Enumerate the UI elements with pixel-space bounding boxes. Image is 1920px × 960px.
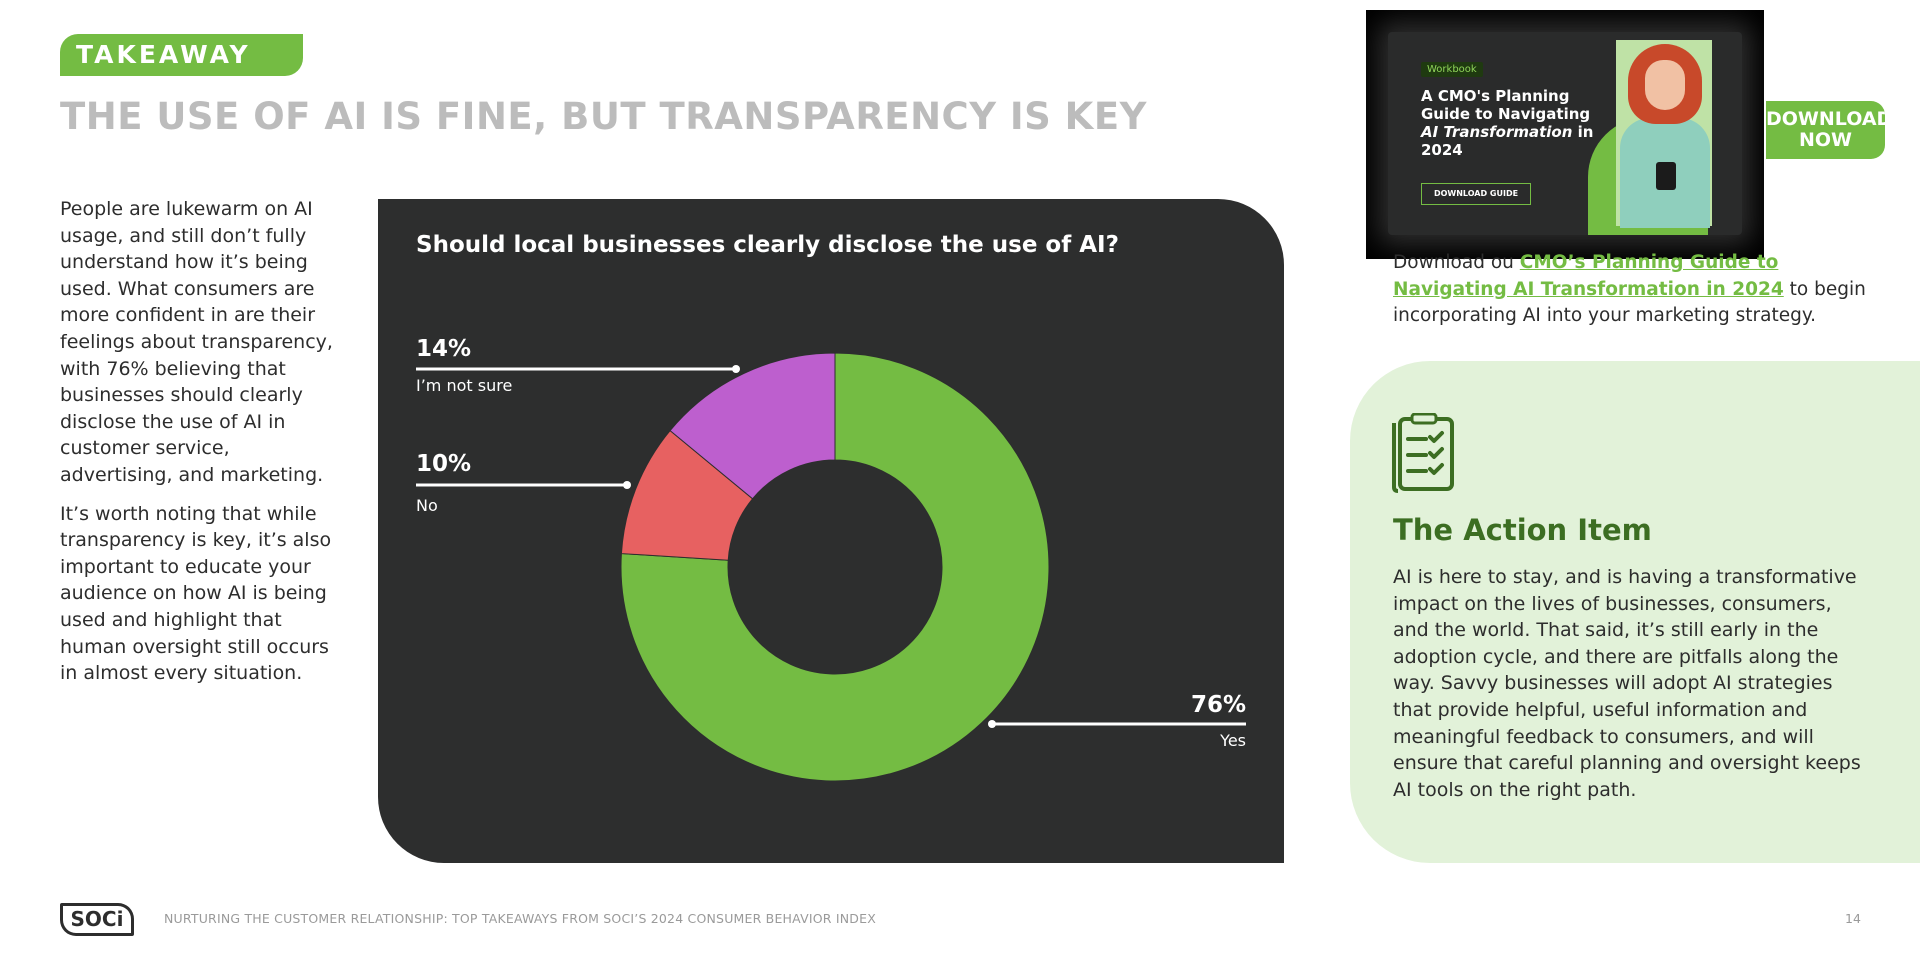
guide-promo-thumbnail[interactable]: Workbook A CMO's Planning Guide to Navig… — [1366, 10, 1764, 259]
slice-value-no: 10% — [416, 451, 471, 477]
callout-not-sure: 14% I’m not sure — [416, 336, 740, 395]
intro-text: People are lukewarm on AI usage, and sti… — [60, 196, 340, 699]
callout-dot-not-sure — [732, 365, 740, 373]
callout-dot-no — [623, 481, 631, 489]
slice-label-no: No — [416, 496, 438, 515]
download-description: Download ou CMO’s Planning Guide to Navi… — [1393, 250, 1873, 330]
woman-face — [1645, 60, 1685, 110]
callout-yes: 76% Yes — [988, 692, 1246, 750]
page-number: 14 — [1845, 911, 1861, 926]
promo-headline-3: in 2024 — [1421, 123, 1594, 159]
guide-link[interactable]: CMO’s Planning Guide to Navigating AI Tr… — [1393, 252, 1784, 300]
action-item-panel: The Action Item AI is here to stay, and … — [1350, 361, 1920, 863]
download-guide-button[interactable]: DOWNLOAD GUIDE — [1421, 183, 1531, 205]
slice-label-not-sure: I’m not sure — [416, 376, 512, 395]
action-item-title: The Action Item — [1393, 513, 1652, 547]
guide-cover: Workbook A CMO's Planning Guide to Navig… — [1388, 32, 1742, 235]
footer-text: NURTURING THE CUSTOMER RELATIONSHIP: TOP… — [164, 911, 876, 926]
callout-dot-yes — [988, 720, 996, 728]
promo-headline-1: A CMO's Planning Guide to Navigating — [1421, 87, 1591, 123]
phone-icon — [1656, 162, 1676, 190]
slice-value-yes: 76% — [1191, 692, 1246, 718]
download-text-before: Download ou — [1393, 252, 1514, 273]
soci-logo: SOCi — [60, 903, 134, 936]
chart-title: Should local businesses clearly disclose… — [416, 232, 1119, 258]
slice-value-not-sure: 14% — [416, 336, 471, 362]
promo-tag: Workbook — [1421, 62, 1483, 77]
slice-label-yes: Yes — [1219, 731, 1246, 750]
slice-yes — [620, 352, 1050, 782]
callout-no: 10% No — [416, 451, 631, 515]
intro-paragraph-2: It’s worth noting that while transparenc… — [60, 502, 332, 685]
checklist-icon — [1392, 413, 1454, 493]
slice-not-sure — [669, 352, 836, 500]
download-text-after: to begin incorporating AI into your mark… — [1393, 278, 1866, 327]
donut-chart: 14% I’m not sure 10% No 76% Yes — [416, 336, 1246, 782]
takeaway-badge: TAKEAWAY #6 — [60, 34, 303, 111]
page-title: THE USE OF AI IS FINE, BUT TRANSPARENCY … — [60, 95, 1147, 138]
intro-paragraph-1: People are lukewarm on AI usage, and sti… — [60, 198, 333, 486]
action-item-text: AI is here to stay, and is having a tran… — [1393, 566, 1861, 801]
download-now-button[interactable]: DOWNLOAD NOW — [1766, 101, 1885, 159]
promo-headline: A CMO's Planning Guide to Navigating AI … — [1421, 87, 1611, 159]
promo-headline-2: AI Transformation — [1421, 123, 1573, 141]
chart-panel: Should local businesses clearly disclose… — [378, 199, 1284, 863]
